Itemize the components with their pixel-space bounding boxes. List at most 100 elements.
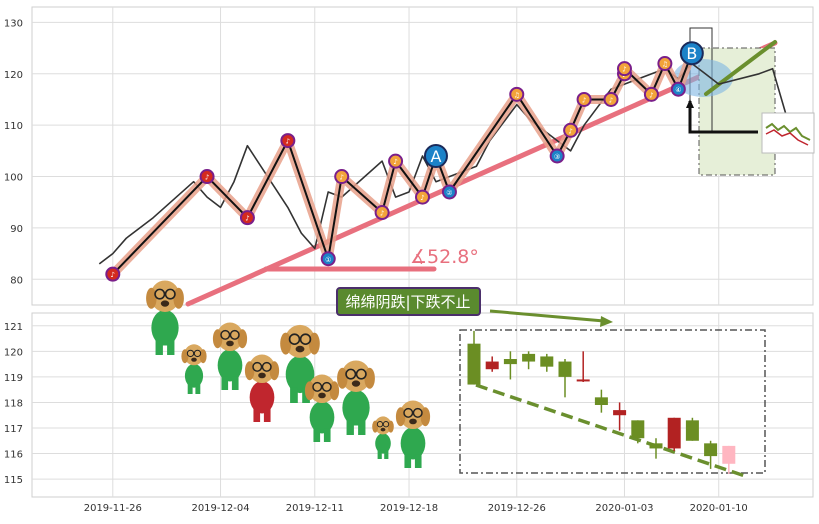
dog-leg	[253, 408, 261, 422]
x-tick-label: 2019-12-11	[286, 503, 344, 514]
wave-marker-label: ③	[554, 153, 560, 161]
wave-marker-icon	[415, 189, 430, 205]
wave-marker-icon	[423, 144, 448, 168]
dog-head	[216, 322, 244, 352]
dog-ear	[329, 381, 340, 401]
dog-mascot-icon	[212, 322, 248, 390]
candle-body	[667, 417, 681, 449]
wave-marker-icon	[670, 81, 686, 97]
dog-body	[342, 389, 370, 426]
wave-marker-icon	[679, 41, 704, 66]
wave-marker-label: ④	[675, 86, 681, 94]
candle-body	[613, 410, 627, 416]
wave-marker-icon	[105, 266, 121, 282]
dog-body	[400, 427, 426, 460]
candle-y-tick-label: 115	[4, 475, 23, 486]
dog-head	[399, 400, 427, 430]
price-series	[98, 51, 787, 278]
dog-glasses	[252, 361, 263, 372]
dog-leg	[187, 384, 193, 394]
dog-glasses	[154, 288, 166, 300]
candle-pattern-box	[459, 329, 766, 474]
dog-leg	[384, 450, 389, 459]
wave-marker-label: ♪	[245, 215, 249, 223]
dog-ear	[364, 367, 375, 389]
candle-body	[540, 356, 554, 367]
candle-body	[503, 359, 517, 365]
dog-leg	[414, 454, 422, 468]
price-y-tick-label: 110	[4, 121, 23, 132]
candle-y-tick-label: 119	[4, 373, 23, 384]
wave-marker-icon	[441, 184, 457, 200]
x-tick-label: 2019-12-26	[488, 503, 546, 514]
wave-marker-label: ♪	[380, 210, 384, 218]
dog-mascot-icon	[372, 416, 394, 459]
candle-series	[467, 330, 736, 474]
dog-ear	[212, 329, 223, 349]
wave-marker-icon	[576, 91, 592, 107]
wave-marker-label: ♪	[622, 66, 626, 74]
candle-body	[722, 445, 736, 464]
price-y-tick-label: 130	[4, 18, 23, 29]
wave-marker-label: ♪	[339, 174, 343, 182]
candle-y-tick-label: 116	[4, 450, 23, 461]
dog-nose	[258, 372, 266, 379]
dog-mascot-icon	[395, 400, 431, 468]
dog-head	[248, 354, 276, 384]
dog-nose	[351, 380, 361, 387]
decorations	[146, 112, 815, 468]
wave-marker-label: ②	[446, 189, 452, 197]
dog-head	[150, 280, 180, 312]
dog-leg	[358, 420, 366, 435]
dog-body	[217, 349, 243, 382]
wave-marker-label: B	[686, 44, 697, 63]
dog-leg	[221, 376, 229, 390]
candle-y-tick-label: 118	[4, 398, 23, 409]
dog-glasses	[193, 349, 202, 358]
candle-body	[631, 420, 645, 439]
dog-ear	[280, 332, 292, 355]
wave-marker-label: ♪	[111, 271, 115, 279]
dog-mascot-icon	[181, 344, 207, 394]
dog-glasses	[261, 361, 272, 372]
dog-glasses	[288, 333, 301, 345]
dog-leg	[313, 428, 321, 442]
x-tick-label: 2019-12-18	[380, 503, 438, 514]
x-tick-label: 2020-01-10	[690, 503, 748, 514]
x-tick-label: 2020-01-03	[595, 503, 653, 514]
dog-glasses	[355, 368, 367, 380]
dog-ear	[237, 329, 248, 349]
dog-nose	[380, 427, 386, 432]
dog-nose	[226, 340, 234, 347]
wave-marker-label: ♪	[205, 174, 209, 182]
dog-leg	[404, 454, 412, 468]
dog-ear	[387, 420, 394, 433]
dog-body	[375, 433, 391, 454]
wave-marker-icon	[549, 148, 565, 164]
dog-body	[309, 401, 335, 434]
dog-ear	[337, 367, 348, 389]
mini-chart-thumbnail-icon	[761, 112, 815, 154]
dog-ear	[304, 381, 315, 401]
wave-marker-label: ♪	[393, 158, 397, 166]
wave-marker-icon	[239, 210, 255, 226]
dog-leg	[323, 428, 331, 442]
dog-body	[249, 381, 275, 414]
dog-ear	[244, 361, 255, 381]
dog-head	[341, 360, 371, 392]
dog-ear	[181, 349, 189, 364]
wave-marker-label: ♪	[649, 91, 653, 99]
dog-glasses	[299, 333, 312, 345]
dog-glasses	[312, 381, 323, 392]
dog-glasses	[412, 407, 423, 418]
chart-overlays	[185, 27, 778, 478]
wave-marker-label: ♪	[609, 96, 613, 104]
dog-leg	[346, 420, 354, 435]
dog-glasses	[345, 368, 357, 380]
forecast-path	[688, 101, 758, 134]
dog-ear	[395, 407, 406, 427]
dog-body	[184, 363, 204, 388]
candle-body	[522, 353, 536, 362]
candle-body	[704, 443, 718, 457]
dog-nose	[409, 418, 417, 425]
